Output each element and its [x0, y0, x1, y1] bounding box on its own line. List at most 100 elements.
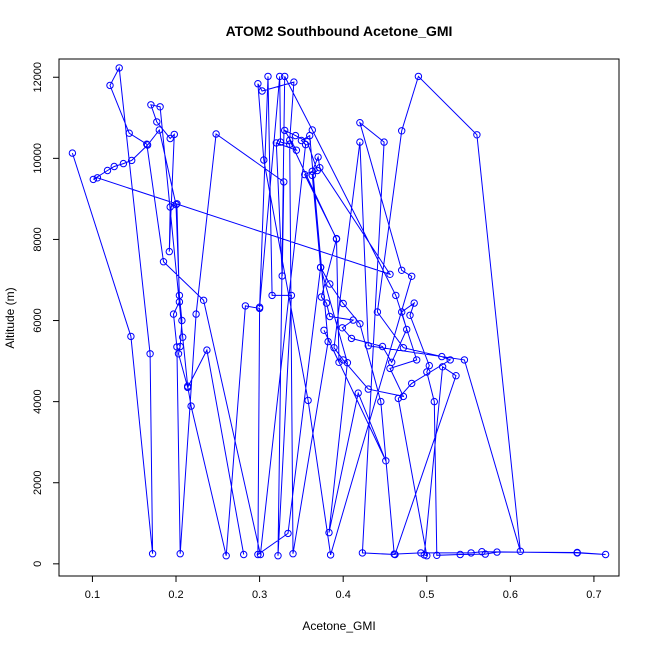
- data-point: [176, 550, 184, 558]
- data-point: [159, 258, 168, 266]
- x-tick-label: 0.3: [252, 589, 267, 601]
- data-point: [89, 175, 98, 184]
- x-tick-label: 0.5: [419, 589, 434, 601]
- data-point: [172, 200, 180, 209]
- data-point: [433, 551, 441, 559]
- plot-area: [68, 64, 610, 560]
- data-point: [516, 547, 525, 555]
- chart-title: ATOM2 Southbound Acetone_GMI: [226, 23, 453, 39]
- data-point: [456, 550, 464, 559]
- data-point: [93, 174, 102, 182]
- data-point: [467, 549, 475, 557]
- data-point: [258, 87, 266, 95]
- data-point: [338, 324, 346, 332]
- data-point: [320, 326, 328, 334]
- data-point: [324, 337, 332, 346]
- data-point: [356, 119, 364, 127]
- data-point: [292, 146, 301, 154]
- data-point: [399, 392, 408, 401]
- data-point: [254, 550, 262, 559]
- data-point: [240, 550, 248, 559]
- x-tick-label: 0.4: [336, 589, 351, 601]
- data-point: [406, 311, 414, 319]
- data-point: [127, 332, 135, 341]
- data-point: [165, 247, 174, 256]
- data-point: [478, 548, 486, 556]
- data-point: [173, 200, 181, 208]
- data-point: [110, 162, 118, 171]
- data-point: [316, 263, 325, 272]
- data-point: [325, 528, 333, 537]
- data-point: [178, 316, 186, 325]
- data-point: [147, 101, 155, 109]
- data-point: [179, 333, 187, 341]
- data-point: [382, 457, 390, 465]
- y-tick-label: 10000: [32, 143, 44, 174]
- data-point: [316, 164, 324, 172]
- data-point: [392, 291, 400, 300]
- data-point: [399, 344, 408, 352]
- data-point: [176, 342, 184, 351]
- x-tick-label: 0.6: [503, 589, 518, 601]
- data-point: [314, 153, 322, 161]
- data-point: [284, 529, 292, 538]
- data-point: [106, 81, 114, 90]
- data-point: [403, 325, 411, 334]
- data-point: [304, 396, 312, 405]
- data-point: [438, 363, 447, 371]
- data-point: [128, 156, 136, 165]
- data-point: [119, 159, 128, 168]
- data-point: [308, 126, 316, 134]
- data-point: [347, 334, 356, 343]
- y-tick-label: 6000: [32, 308, 44, 332]
- data-point: [289, 550, 297, 558]
- data-point: [601, 550, 610, 559]
- data-point: [423, 368, 431, 376]
- data-point: [143, 141, 152, 149]
- y-axis-label: Altitude (m): [3, 287, 17, 348]
- data-point: [473, 131, 481, 139]
- data-point: [408, 379, 416, 388]
- data-point: [349, 316, 357, 324]
- data-point: [166, 134, 174, 143]
- data-point: [153, 118, 161, 126]
- data-point: [386, 270, 394, 278]
- y-axis: 0 2000 4000 6000 8000 10000 12000: [32, 62, 60, 567]
- data-point: [286, 140, 294, 148]
- data-point: [430, 397, 438, 406]
- data-point: [254, 80, 262, 88]
- data-point: [272, 139, 280, 147]
- data-point: [276, 72, 284, 81]
- y-tick-label: 12000: [32, 62, 44, 93]
- x-axis: 0.1 0.2 0.3 0.4 0.5 0.6 0.7: [85, 575, 602, 601]
- data-point: [335, 358, 343, 366]
- data-point: [115, 64, 123, 72]
- data-point: [174, 350, 183, 358]
- data-point: [280, 178, 288, 186]
- data-point: [170, 130, 179, 139]
- data-point: [332, 234, 341, 243]
- data-point: [192, 310, 200, 318]
- data-point: [398, 308, 406, 316]
- data-point: [326, 551, 335, 559]
- data-point: [281, 126, 289, 135]
- data-point: [343, 359, 352, 367]
- data-point: [446, 356, 454, 364]
- data-point: [394, 394, 402, 403]
- data-point: [103, 166, 112, 175]
- data-point: [438, 352, 446, 361]
- data-point: [493, 548, 501, 556]
- y-tick-label: 2000: [32, 470, 44, 494]
- y-tick-label: 8000: [32, 227, 44, 251]
- data-point: [373, 308, 382, 316]
- data-point: [212, 130, 220, 138]
- data-point: [573, 549, 581, 557]
- data-point: [255, 304, 264, 313]
- data-point: [175, 291, 184, 300]
- data-point: [390, 550, 398, 558]
- data-point: [148, 550, 157, 558]
- data-point: [156, 103, 164, 111]
- data-point: [388, 358, 396, 366]
- data-point: [264, 72, 272, 81]
